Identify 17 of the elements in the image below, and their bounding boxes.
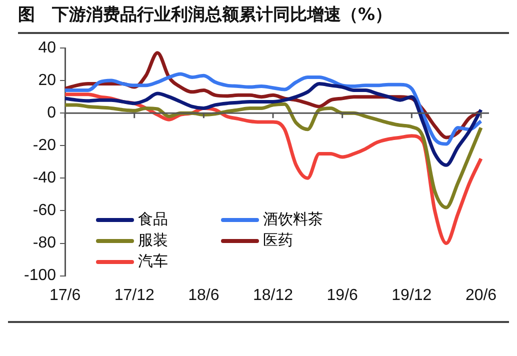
chart-title: 图 下游消费品行业利润总额累计同比增速（%）	[18, 0, 509, 34]
y-tick-label: -100	[24, 267, 56, 284]
y-tick-label: -40	[32, 170, 56, 187]
y-tick-label: -20	[32, 137, 56, 154]
x-tick-label: 17/12	[114, 286, 154, 304]
x-tick-label: 17/6	[49, 286, 81, 304]
x-tick-label: 20/6	[465, 286, 497, 304]
x-tick-label: 18/12	[252, 286, 294, 304]
y-tick-label: 0	[47, 104, 56, 122]
x-tick-label: 19/6	[326, 286, 358, 304]
y-tick-label: 40	[38, 39, 56, 56]
legend-label: 汽车	[138, 252, 168, 271]
y-tick-label: -80	[32, 234, 56, 252]
y-tick-label: 20	[38, 72, 56, 89]
x-tick-label: 19/12	[392, 286, 432, 304]
x-tick-label: 18/6	[188, 286, 220, 304]
y-tick-label: -60	[32, 202, 56, 220]
